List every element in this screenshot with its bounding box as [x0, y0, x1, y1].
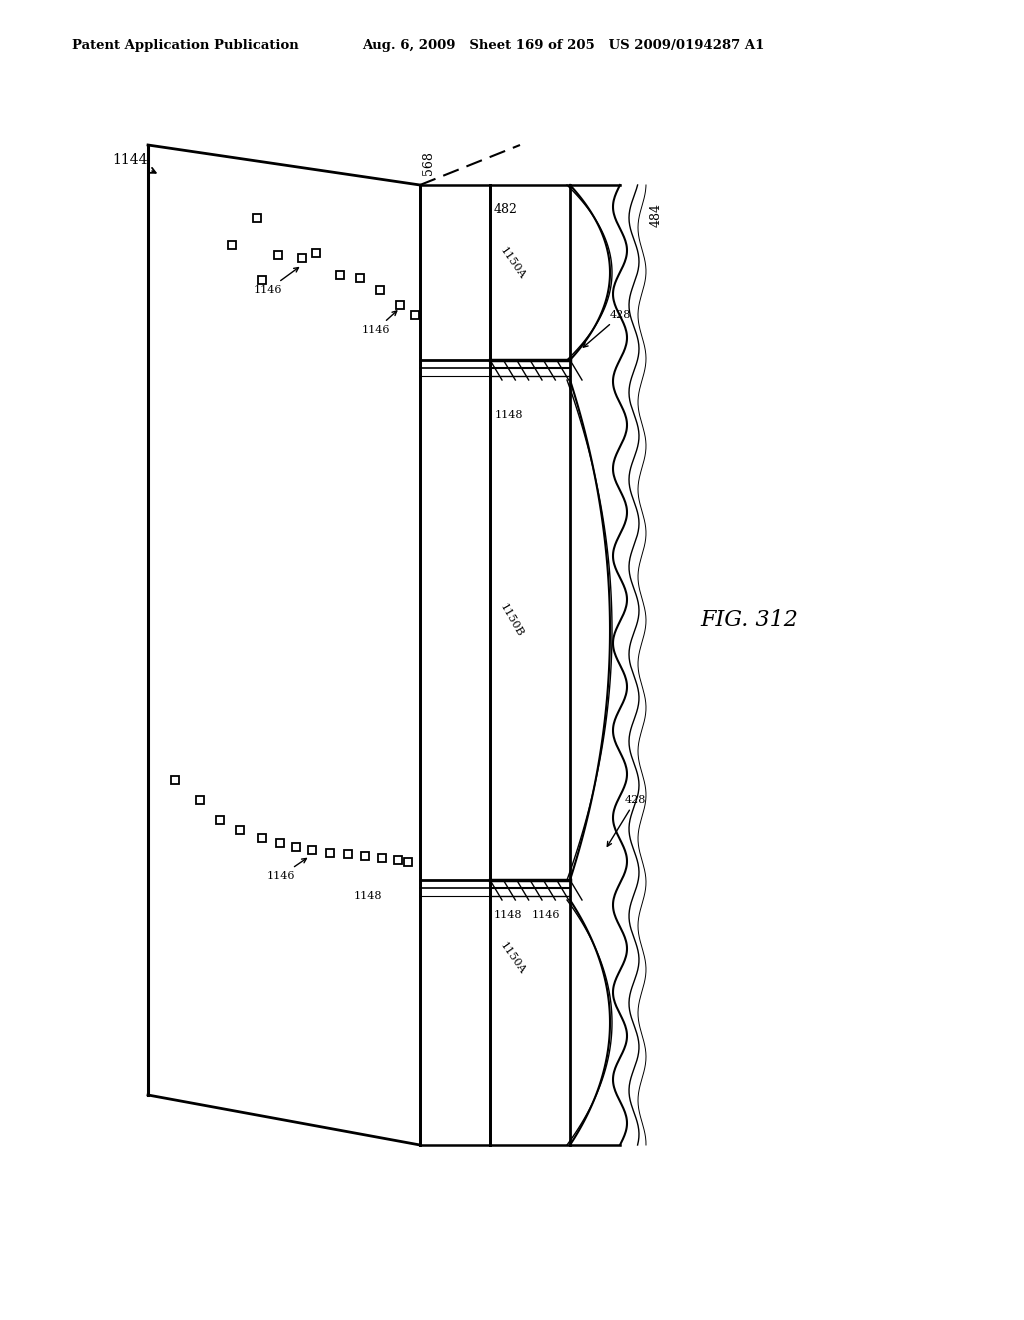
Text: 428: 428: [584, 310, 632, 347]
Text: 1150B: 1150B: [498, 602, 525, 639]
Text: FIG. 312: FIG. 312: [700, 609, 798, 631]
Bar: [404, 858, 412, 866]
Bar: [361, 851, 369, 861]
Bar: [396, 301, 404, 309]
Bar: [216, 816, 224, 824]
Text: 1150A: 1150A: [498, 940, 527, 975]
Bar: [356, 275, 364, 282]
Text: Patent Application Publication: Patent Application Publication: [72, 40, 299, 51]
Text: 1146: 1146: [532, 909, 560, 920]
Text: 1146: 1146: [361, 312, 396, 335]
Bar: [171, 776, 179, 784]
Text: 1148: 1148: [495, 411, 523, 420]
Text: 1146: 1146: [266, 858, 306, 880]
Text: 568: 568: [422, 150, 435, 176]
Bar: [228, 242, 236, 249]
Bar: [326, 849, 334, 857]
Bar: [258, 276, 266, 284]
Text: 1146: 1146: [254, 268, 299, 294]
Bar: [276, 840, 284, 847]
Bar: [253, 214, 261, 222]
Bar: [292, 843, 300, 851]
Text: 484: 484: [650, 203, 663, 227]
Bar: [236, 826, 244, 834]
Bar: [274, 251, 282, 259]
Bar: [336, 271, 344, 279]
Bar: [308, 846, 316, 854]
Text: 1148: 1148: [353, 891, 382, 902]
Text: 482: 482: [494, 203, 518, 216]
Bar: [312, 249, 319, 257]
Bar: [394, 855, 402, 865]
Text: 1150A: 1150A: [498, 246, 527, 281]
Bar: [258, 834, 266, 842]
Text: 1148: 1148: [494, 909, 522, 920]
Bar: [378, 854, 386, 862]
Bar: [196, 796, 204, 804]
Text: 428: 428: [607, 795, 646, 846]
Text: 1144: 1144: [113, 153, 156, 173]
Text: Aug. 6, 2009   Sheet 169 of 205   US 2009/0194287 A1: Aug. 6, 2009 Sheet 169 of 205 US 2009/01…: [362, 40, 764, 51]
Bar: [411, 312, 419, 319]
Bar: [344, 850, 352, 858]
Bar: [298, 253, 306, 261]
Bar: [376, 286, 384, 294]
